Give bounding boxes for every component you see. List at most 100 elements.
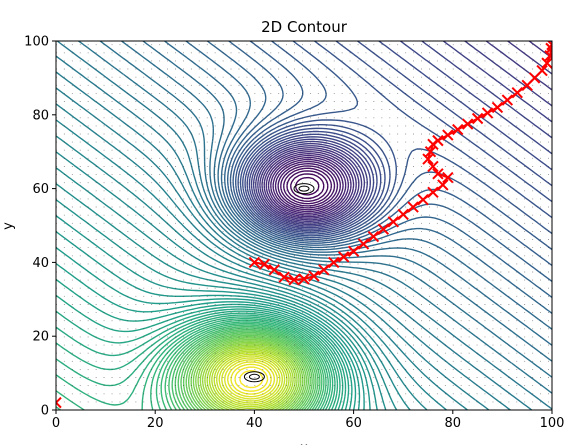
path-point — [427, 186, 439, 198]
contour-level — [195, 340, 304, 410]
contour-level — [78, 41, 552, 394]
path-point — [432, 168, 444, 180]
path-point — [377, 223, 390, 235]
contour-level — [224, 359, 278, 400]
path-point — [328, 256, 340, 269]
path-point — [417, 193, 429, 206]
x-tick-label: 80 — [445, 416, 462, 431]
contour-level — [56, 278, 353, 410]
contour-level — [56, 319, 331, 410]
path-point — [258, 258, 271, 270]
contour-level — [239, 370, 264, 389]
contour-level — [174, 328, 319, 410]
x-tick-label: 20 — [147, 416, 164, 431]
contour-level — [168, 325, 323, 410]
y-axis-ticks: 0 20 40 60 80 100 — [24, 35, 56, 419]
contour-level — [283, 167, 333, 205]
contour-level — [164, 324, 325, 410]
path-point — [422, 153, 434, 165]
path-point — [278, 271, 290, 283]
path-point — [461, 118, 474, 130]
x-axis-ticks: 0 20 40 60 80 100 — [52, 410, 565, 431]
extremum-marker — [243, 371, 265, 383]
contour-level — [185, 334, 311, 410]
contour-level — [56, 314, 339, 410]
contour-level — [201, 344, 298, 410]
contour-level — [267, 154, 350, 216]
contour-level — [234, 366, 269, 392]
path-point — [268, 264, 280, 276]
contour-level — [294, 176, 320, 196]
contour-level — [56, 183, 387, 410]
contour-level — [211, 350, 290, 410]
path-point — [357, 238, 370, 250]
contour-level — [263, 151, 355, 219]
plot-frame — [55, 40, 553, 411]
contour-level — [237, 41, 552, 239]
extremum-marker-inner — [298, 185, 310, 192]
contour-level — [171, 327, 321, 410]
path-point — [318, 264, 330, 276]
path-point — [536, 64, 548, 77]
contour-level — [188, 336, 309, 410]
contour-level — [255, 41, 552, 226]
contour-level — [56, 55, 533, 410]
contour-level — [56, 87, 490, 410]
contour-level — [160, 322, 327, 410]
contour-level — [221, 357, 281, 402]
contour-level — [206, 347, 294, 410]
contour-level — [290, 173, 325, 200]
contour-level — [286, 170, 329, 202]
contour-level — [180, 331, 315, 410]
x-tick-label: 40 — [246, 416, 263, 431]
path-point — [437, 179, 449, 191]
contour-level — [206, 41, 552, 298]
contour-level — [280, 165, 336, 207]
gradient-field-dots — [56, 44, 549, 410]
x-axis-label: x — [300, 441, 308, 445]
contour-level — [56, 262, 357, 410]
extremum-marker — [293, 183, 315, 195]
path-point — [491, 101, 504, 114]
extremum-marker-inner — [248, 373, 260, 380]
x-tick-label: 100 — [540, 416, 565, 431]
contour-level — [190, 337, 308, 410]
contour-lines — [56, 41, 552, 410]
optimization-path — [56, 41, 552, 409]
contour-level — [56, 215, 371, 410]
path-point — [452, 123, 464, 136]
contour-level — [192, 338, 306, 410]
y-tick-label: 20 — [32, 330, 49, 345]
x-tick-label: 0 — [52, 416, 60, 431]
contour-level — [56, 294, 350, 410]
path-point — [545, 42, 552, 55]
path-point — [442, 171, 454, 184]
contour-level — [227, 361, 276, 398]
path-point — [397, 208, 409, 221]
contour-level — [235, 41, 552, 241]
contour-level — [142, 41, 552, 346]
path-point — [387, 216, 399, 228]
path-point — [424, 145, 437, 158]
path-point — [471, 112, 484, 125]
contour-level — [56, 167, 398, 410]
path-point — [432, 134, 444, 147]
contour-level — [56, 317, 334, 410]
field-dot-grid — [56, 44, 549, 410]
path-point — [248, 256, 261, 269]
x-tick-label: 60 — [345, 416, 362, 431]
contour-level — [216, 353, 286, 406]
contour-level — [274, 160, 341, 211]
contour-level — [229, 41, 552, 267]
path-point — [347, 245, 360, 258]
contour-level — [56, 316, 336, 410]
path-point — [442, 129, 454, 141]
start-point — [56, 396, 62, 409]
path-point — [367, 230, 380, 243]
path-point — [337, 251, 350, 263]
path-point — [481, 107, 494, 119]
contour-level — [265, 153, 352, 218]
path-point — [511, 86, 523, 99]
contour-level — [56, 71, 511, 410]
